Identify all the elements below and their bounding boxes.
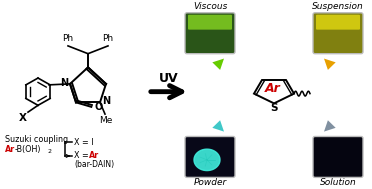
Text: Viscous: Viscous: [193, 2, 227, 11]
Text: Powder: Powder: [193, 178, 227, 187]
Polygon shape: [324, 59, 336, 70]
Text: S: S: [270, 103, 278, 113]
FancyBboxPatch shape: [185, 13, 235, 54]
Text: (bar-DAIN): (bar-DAIN): [74, 160, 114, 169]
Text: Suspension: Suspension: [312, 2, 364, 11]
Text: Suzuki coupling: Suzuki coupling: [5, 135, 68, 144]
Polygon shape: [194, 149, 220, 170]
Polygon shape: [212, 120, 224, 132]
FancyBboxPatch shape: [313, 13, 363, 54]
Polygon shape: [212, 59, 224, 70]
Text: Ar: Ar: [265, 82, 281, 95]
Text: X: X: [19, 113, 27, 123]
Text: N: N: [102, 96, 110, 106]
FancyBboxPatch shape: [313, 136, 363, 177]
Text: 2: 2: [48, 149, 52, 154]
Text: UV: UV: [159, 72, 179, 85]
FancyBboxPatch shape: [185, 136, 235, 177]
Text: Ph: Ph: [62, 34, 74, 43]
Text: N: N: [60, 78, 68, 88]
Text: O: O: [94, 102, 103, 112]
Polygon shape: [254, 80, 294, 103]
Text: -B(OH): -B(OH): [15, 145, 42, 154]
Text: Ar: Ar: [89, 151, 99, 160]
Text: Ar: Ar: [5, 145, 15, 154]
FancyBboxPatch shape: [316, 15, 360, 30]
FancyBboxPatch shape: [188, 15, 232, 30]
Text: X =: X =: [74, 151, 91, 160]
Text: Me: Me: [99, 116, 113, 125]
Polygon shape: [324, 120, 336, 132]
Text: X = I: X = I: [74, 138, 93, 147]
Text: Ph: Ph: [102, 34, 113, 43]
Text: Solution: Solution: [320, 178, 356, 187]
